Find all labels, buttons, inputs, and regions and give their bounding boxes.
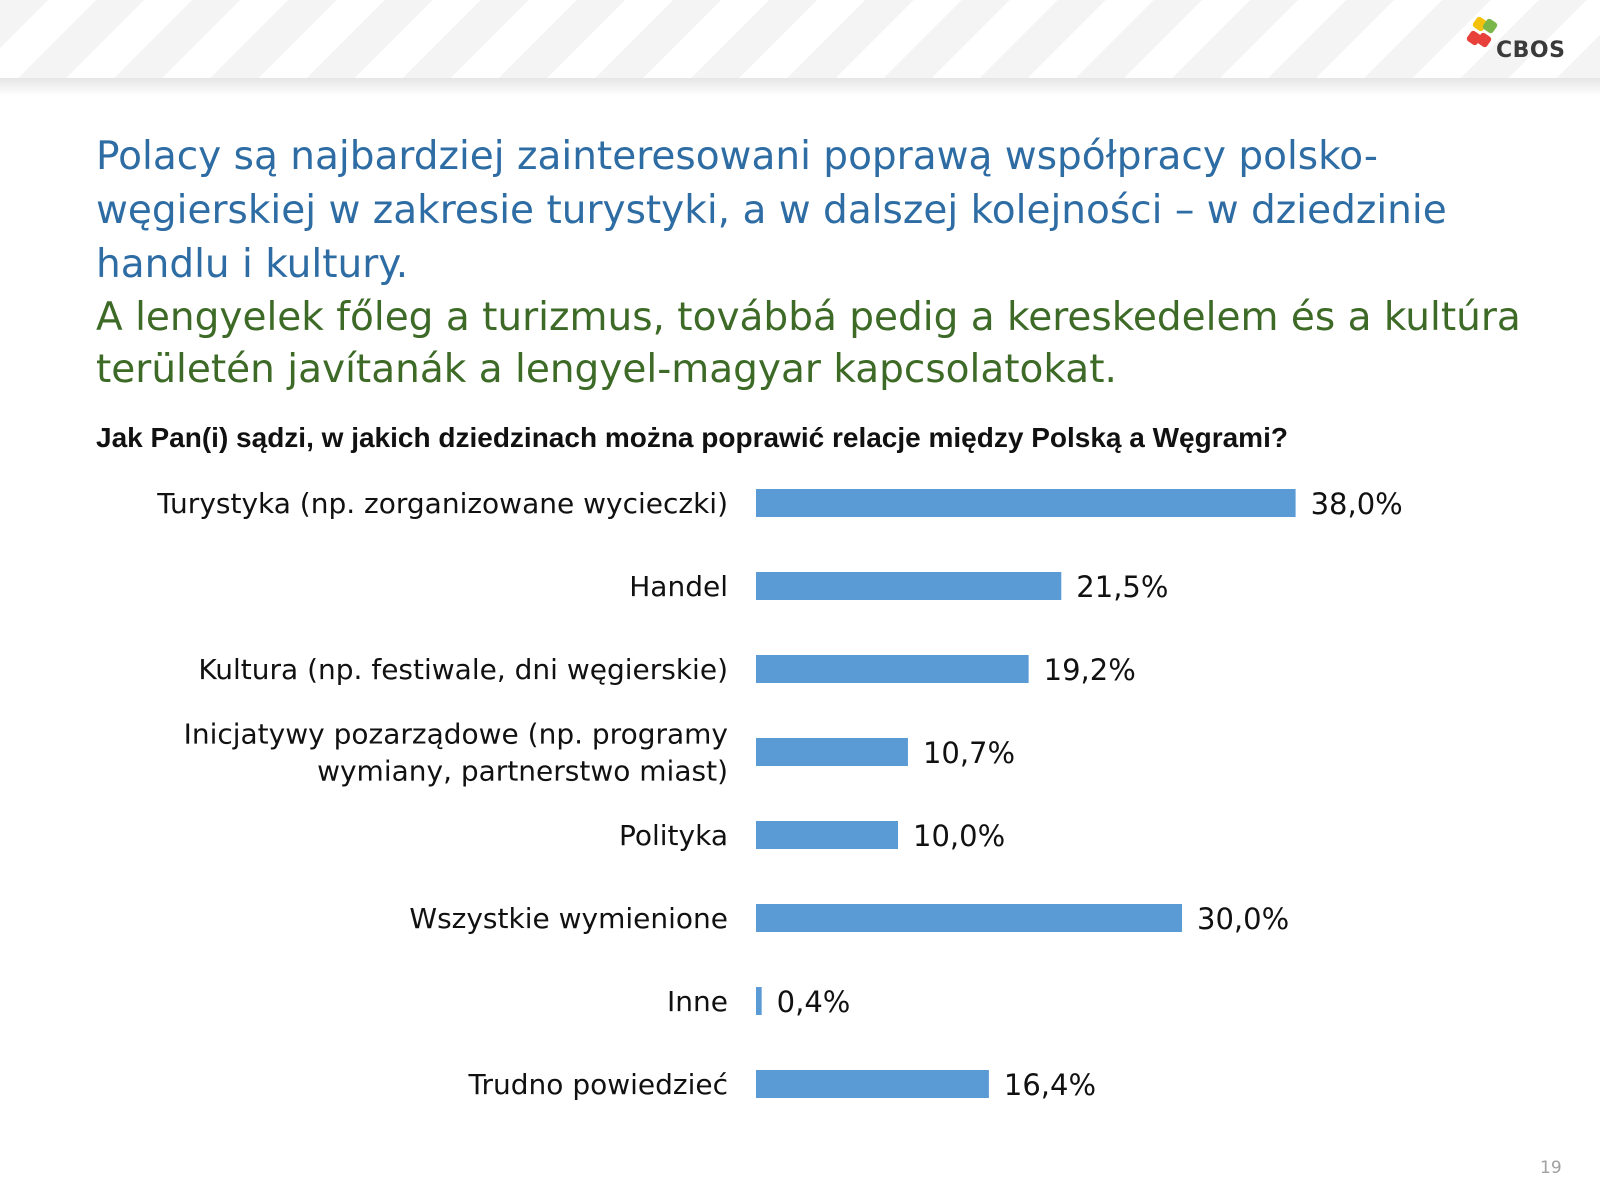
slide-title-polish: Polacy są najbardziej zainteresowani pop… xyxy=(96,134,1447,287)
survey-question: Jak Pan(i) sądzi, w jakich dziedzinach m… xyxy=(96,422,1288,453)
bar xyxy=(756,904,1182,932)
slide-title-hungarian: A lengyelek főleg a turizmus, továbbá pe… xyxy=(96,295,1521,392)
page-number: 19 xyxy=(1540,1158,1562,1178)
category-label: Trudno powiedzieć xyxy=(468,1068,728,1101)
value-label: 0,4% xyxy=(777,985,851,1019)
value-label: 16,4% xyxy=(1004,1068,1096,1102)
bar xyxy=(756,655,1029,683)
value-label: 10,0% xyxy=(913,819,1005,853)
bar-chart: 38,0% Turystyka (np. zorganizowane wyciec… xyxy=(156,487,1403,1102)
bar xyxy=(756,987,762,1015)
bar xyxy=(756,1070,989,1098)
value-label: 21,5% xyxy=(1076,570,1168,604)
header-band xyxy=(0,0,1600,96)
cbos-logo-icon xyxy=(1466,16,1498,48)
bar xyxy=(756,572,1062,600)
value-label: 10,7% xyxy=(923,736,1015,770)
value-label: 38,0% xyxy=(1311,487,1403,521)
category-label: Inicjatywy pozarządowe (np. programy xyxy=(184,718,728,751)
category-label: Handel xyxy=(629,570,728,603)
cbos-logo: CBOS xyxy=(1466,16,1578,68)
category-label: Inne xyxy=(667,985,728,1018)
bar xyxy=(756,738,908,766)
category-label: Kultura (np. festiwale, dni węgierskie) xyxy=(198,653,728,686)
category-label: wymiany, partnerstwo miast) xyxy=(317,755,728,788)
bar xyxy=(756,489,1296,517)
category-label: Polityka xyxy=(619,819,728,852)
category-label: Turystyka (np. zorganizowane wycieczki) xyxy=(156,487,728,520)
bar xyxy=(756,821,898,849)
category-label: Wszystkie wymienione xyxy=(409,902,728,935)
value-label: 19,2% xyxy=(1044,653,1136,687)
value-label: 30,0% xyxy=(1197,902,1289,936)
logo-text: CBOS xyxy=(1496,38,1566,63)
